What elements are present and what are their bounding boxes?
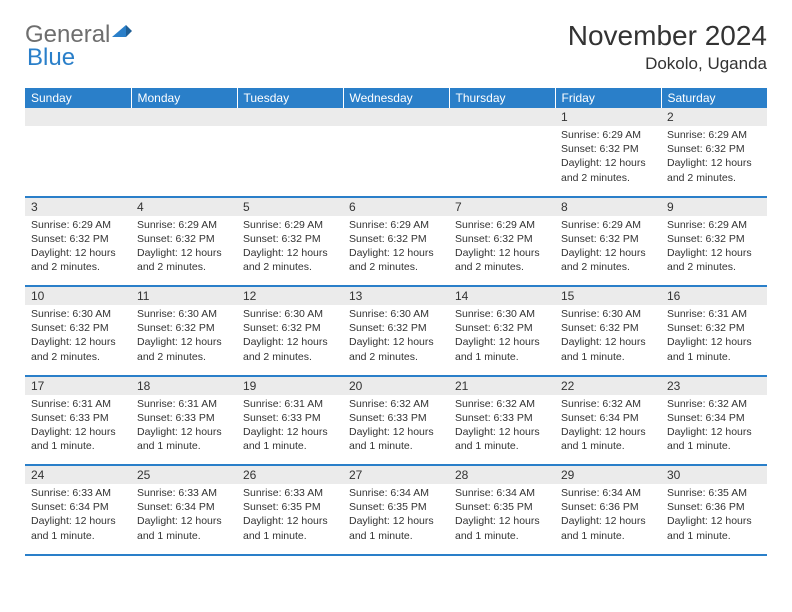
calendar-table: Sunday Monday Tuesday Wednesday Thursday… [25, 88, 767, 556]
day-detail: Sunrise: 6:30 AM Sunset: 6:32 PM Dayligh… [25, 305, 131, 375]
day-number: 23 [661, 376, 767, 395]
day-detail: Sunrise: 6:31 AM Sunset: 6:33 PM Dayligh… [25, 395, 131, 465]
col-tuesday: Tuesday [237, 88, 343, 108]
calendar-body: 12Sunrise: 6:29 AM Sunset: 6:32 PM Dayli… [25, 108, 767, 555]
day-detail: Sunrise: 6:29 AM Sunset: 6:32 PM Dayligh… [555, 216, 661, 286]
day-number: 29 [555, 466, 661, 485]
day-detail: Sunrise: 6:31 AM Sunset: 6:33 PM Dayligh… [131, 395, 237, 465]
day-number [25, 108, 131, 126]
day-number: 26 [237, 466, 343, 485]
detail-row: Sunrise: 6:33 AM Sunset: 6:34 PM Dayligh… [25, 484, 767, 554]
day-detail: Sunrise: 6:31 AM Sunset: 6:33 PM Dayligh… [237, 395, 343, 465]
day-detail: Sunrise: 6:30 AM Sunset: 6:32 PM Dayligh… [449, 305, 555, 375]
col-wednesday: Wednesday [343, 88, 449, 108]
day-number: 19 [237, 376, 343, 395]
day-detail [25, 126, 131, 196]
day-number: 16 [661, 287, 767, 306]
day-detail: Sunrise: 6:32 AM Sunset: 6:33 PM Dayligh… [343, 395, 449, 465]
day-detail: Sunrise: 6:29 AM Sunset: 6:32 PM Dayligh… [661, 126, 767, 196]
day-detail [131, 126, 237, 196]
header-row: General November 2024 Dokolo, Uganda [25, 20, 767, 74]
day-detail: Sunrise: 6:30 AM Sunset: 6:32 PM Dayligh… [555, 305, 661, 375]
day-detail: Sunrise: 6:35 AM Sunset: 6:36 PM Dayligh… [661, 484, 767, 554]
day-number: 15 [555, 287, 661, 306]
day-number: 25 [131, 466, 237, 485]
title-block: November 2024 Dokolo, Uganda [568, 20, 767, 74]
col-friday: Friday [555, 88, 661, 108]
day-number: 10 [25, 287, 131, 306]
logo-flag-icon [112, 20, 132, 48]
day-number: 2 [661, 108, 767, 126]
daynum-row: 3456789 [25, 197, 767, 216]
daynum-row: 17181920212223 [25, 376, 767, 395]
day-number: 11 [131, 287, 237, 306]
day-detail: Sunrise: 6:29 AM Sunset: 6:32 PM Dayligh… [343, 216, 449, 286]
col-thursday: Thursday [449, 88, 555, 108]
col-sunday: Sunday [25, 88, 131, 108]
detail-row: Sunrise: 6:31 AM Sunset: 6:33 PM Dayligh… [25, 395, 767, 465]
day-detail [343, 126, 449, 196]
daynum-row: 12 [25, 108, 767, 126]
month-title: November 2024 [568, 20, 767, 52]
day-number: 14 [449, 287, 555, 306]
day-number: 18 [131, 376, 237, 395]
day-detail: Sunrise: 6:34 AM Sunset: 6:35 PM Dayligh… [343, 484, 449, 554]
day-number: 8 [555, 197, 661, 216]
day-number [449, 108, 555, 126]
detail-row: Sunrise: 6:29 AM Sunset: 6:32 PM Dayligh… [25, 126, 767, 196]
day-detail: Sunrise: 6:29 AM Sunset: 6:32 PM Dayligh… [131, 216, 237, 286]
detail-row: Sunrise: 6:30 AM Sunset: 6:32 PM Dayligh… [25, 305, 767, 375]
day-detail: Sunrise: 6:33 AM Sunset: 6:34 PM Dayligh… [25, 484, 131, 554]
day-detail: Sunrise: 6:29 AM Sunset: 6:32 PM Dayligh… [25, 216, 131, 286]
day-number: 30 [661, 466, 767, 485]
location-label: Dokolo, Uganda [568, 54, 767, 74]
day-detail: Sunrise: 6:29 AM Sunset: 6:32 PM Dayligh… [449, 216, 555, 286]
day-detail: Sunrise: 6:33 AM Sunset: 6:34 PM Dayligh… [131, 484, 237, 554]
daynum-row: 10111213141516 [25, 287, 767, 306]
day-number: 24 [25, 466, 131, 485]
day-detail [449, 126, 555, 196]
day-number: 3 [25, 197, 131, 216]
day-number [131, 108, 237, 126]
day-number: 6 [343, 197, 449, 216]
day-detail: Sunrise: 6:34 AM Sunset: 6:36 PM Dayligh… [555, 484, 661, 554]
row-separator [25, 554, 767, 555]
day-number: 17 [25, 376, 131, 395]
day-number [343, 108, 449, 126]
calendar-page: General November 2024 Dokolo, Uganda Blu… [0, 0, 792, 612]
day-detail: Sunrise: 6:32 AM Sunset: 6:34 PM Dayligh… [661, 395, 767, 465]
day-number: 20 [343, 376, 449, 395]
day-detail: Sunrise: 6:33 AM Sunset: 6:35 PM Dayligh… [237, 484, 343, 554]
day-detail: Sunrise: 6:30 AM Sunset: 6:32 PM Dayligh… [131, 305, 237, 375]
day-number: 4 [131, 197, 237, 216]
day-detail: Sunrise: 6:30 AM Sunset: 6:32 PM Dayligh… [237, 305, 343, 375]
day-number: 9 [661, 197, 767, 216]
day-detail: Sunrise: 6:29 AM Sunset: 6:32 PM Dayligh… [661, 216, 767, 286]
day-number: 27 [343, 466, 449, 485]
day-detail: Sunrise: 6:34 AM Sunset: 6:35 PM Dayligh… [449, 484, 555, 554]
logo-word-blue: Blue [27, 44, 75, 72]
day-detail: Sunrise: 6:29 AM Sunset: 6:32 PM Dayligh… [237, 216, 343, 286]
day-detail: Sunrise: 6:29 AM Sunset: 6:32 PM Dayligh… [555, 126, 661, 196]
daynum-row: 24252627282930 [25, 466, 767, 485]
day-number: 1 [555, 108, 661, 126]
day-number [237, 108, 343, 126]
day-detail: Sunrise: 6:32 AM Sunset: 6:33 PM Dayligh… [449, 395, 555, 465]
day-number: 21 [449, 376, 555, 395]
day-number: 5 [237, 197, 343, 216]
day-detail [237, 126, 343, 196]
day-detail: Sunrise: 6:32 AM Sunset: 6:34 PM Dayligh… [555, 395, 661, 465]
detail-row: Sunrise: 6:29 AM Sunset: 6:32 PM Dayligh… [25, 216, 767, 286]
day-number: 13 [343, 287, 449, 306]
day-detail: Sunrise: 6:30 AM Sunset: 6:32 PM Dayligh… [343, 305, 449, 375]
day-number: 22 [555, 376, 661, 395]
day-number: 7 [449, 197, 555, 216]
day-number: 28 [449, 466, 555, 485]
col-monday: Monday [131, 88, 237, 108]
col-saturday: Saturday [661, 88, 767, 108]
day-detail: Sunrise: 6:31 AM Sunset: 6:32 PM Dayligh… [661, 305, 767, 375]
weekday-header-row: Sunday Monday Tuesday Wednesday Thursday… [25, 88, 767, 108]
day-number: 12 [237, 287, 343, 306]
